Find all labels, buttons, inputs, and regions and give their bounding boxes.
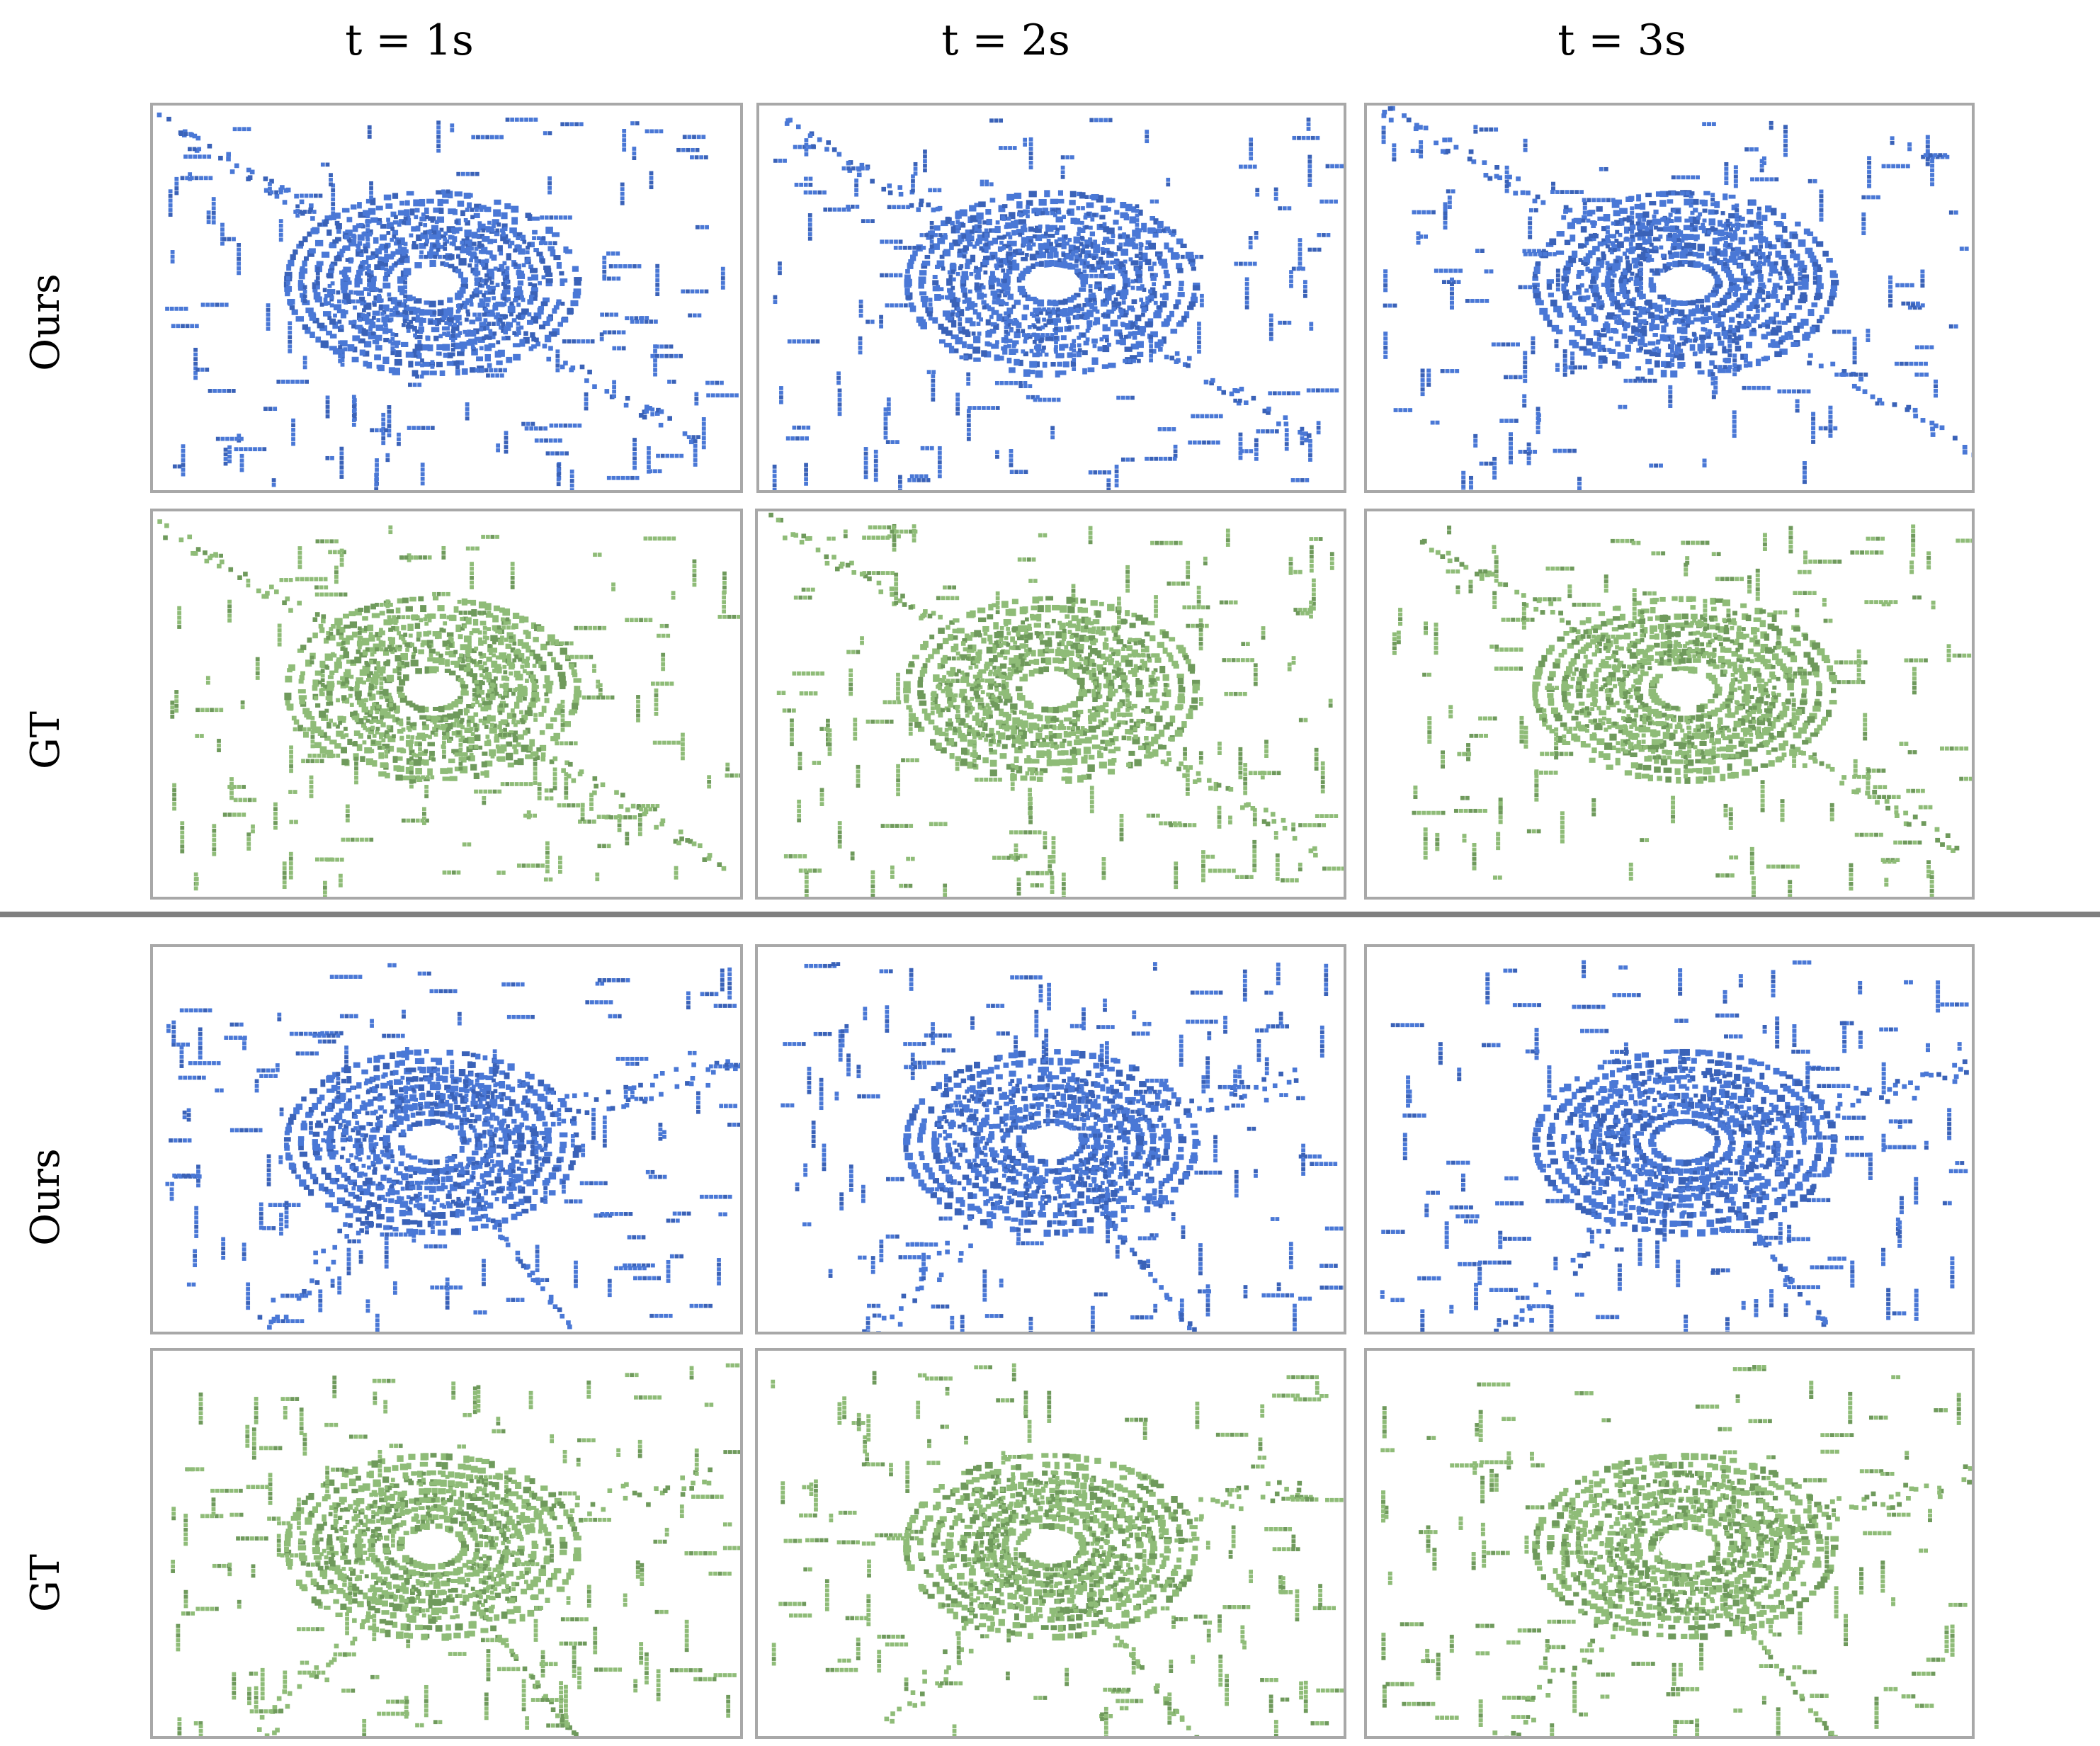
occupancy-panel: [1364, 944, 1975, 1334]
occupancy-panel: [150, 103, 743, 493]
point-cloud: [171, 1363, 740, 1736]
occupancy-panel: [755, 509, 1346, 900]
row-label-ours-2: Ours: [21, 1091, 71, 1303]
column-header-t2: t = 2s: [899, 16, 1112, 65]
point-cloud: [1380, 1365, 1972, 1736]
point-cloud: [1381, 106, 1972, 490]
occupancy-panel: [756, 103, 1346, 493]
point-cloud: [157, 519, 740, 897]
point-cloud: [772, 117, 1344, 490]
point-cloud: [1380, 960, 1969, 1332]
occupancy-panel: [150, 509, 743, 900]
occupancy-panel: [150, 944, 743, 1334]
point-cloud: [157, 112, 739, 490]
occupancy-panel: [755, 1348, 1346, 1739]
point-cloud: [1392, 524, 1972, 897]
point-cloud: [165, 963, 740, 1332]
point-cloud: [781, 962, 1344, 1332]
occupancy-panel: [1364, 103, 1975, 493]
row-label-ours-1: Ours: [21, 216, 71, 429]
column-header-t1: t = 1s: [303, 16, 516, 65]
row-label-gt-1: GT: [21, 634, 71, 846]
point-cloud: [771, 1363, 1344, 1736]
group-divider: [0, 912, 2100, 917]
row-label-gt-2: GT: [21, 1477, 71, 1689]
point-cloud: [768, 512, 1344, 897]
column-header-t3: t = 3s: [1516, 16, 1728, 65]
occupancy-panel: [755, 944, 1346, 1334]
occupancy-panel: [1364, 509, 1975, 900]
occupancy-panel: [150, 1348, 743, 1739]
occupancy-panel: [1364, 1348, 1975, 1739]
